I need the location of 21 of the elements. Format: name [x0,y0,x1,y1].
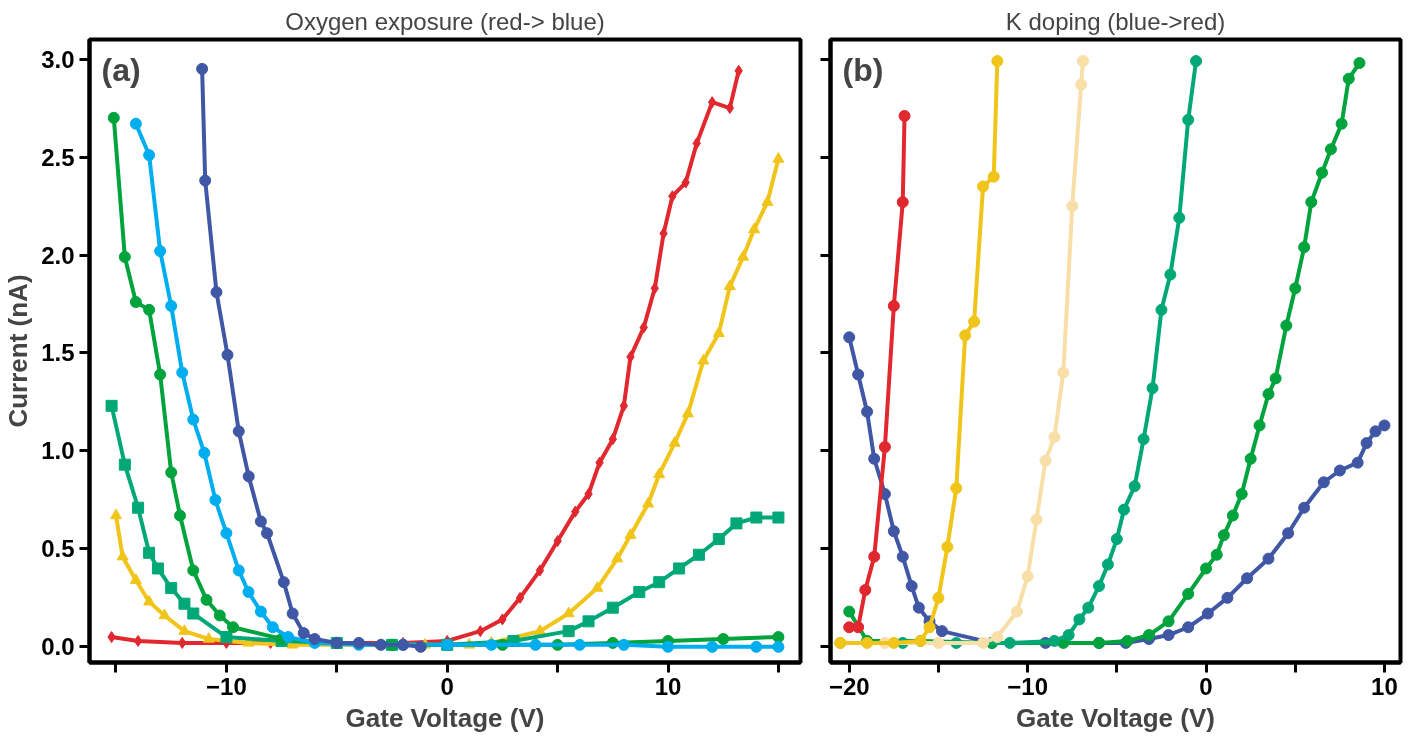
x-tick-label: 10 [1371,672,1398,700]
x-axis-title: Gate Voltage (V) [1016,702,1215,733]
x-tick-label: 10 [654,672,682,700]
y-tick-label: 2.5 [41,143,75,171]
y-tick-label: 0.5 [41,535,75,563]
annotation: (b) [842,51,884,88]
y-tick-label: 2.0 [41,241,75,269]
annotation: (a) [101,51,141,88]
x-tick-label: −10 [206,672,247,700]
x-tick-label: −10 [1007,672,1048,700]
y-tick-label: 0.0 [41,633,75,661]
x-tick-label: 0 [440,672,454,700]
y-tick-label: 1.0 [41,437,75,465]
x-tick-label: −20 [828,672,870,700]
x-axis-title: Gate Voltage (V) [345,702,545,733]
chart-title: Oxygen exposure (red-> blue) [285,7,605,35]
chart-title: K doping (blue->red) [1005,7,1226,35]
y-tick-label: 3.0 [41,45,75,73]
y-tick-label: 1.5 [41,339,75,367]
x-tick-label: 0 [1199,672,1213,700]
y-axis-title: Current (nA) [3,274,34,428]
